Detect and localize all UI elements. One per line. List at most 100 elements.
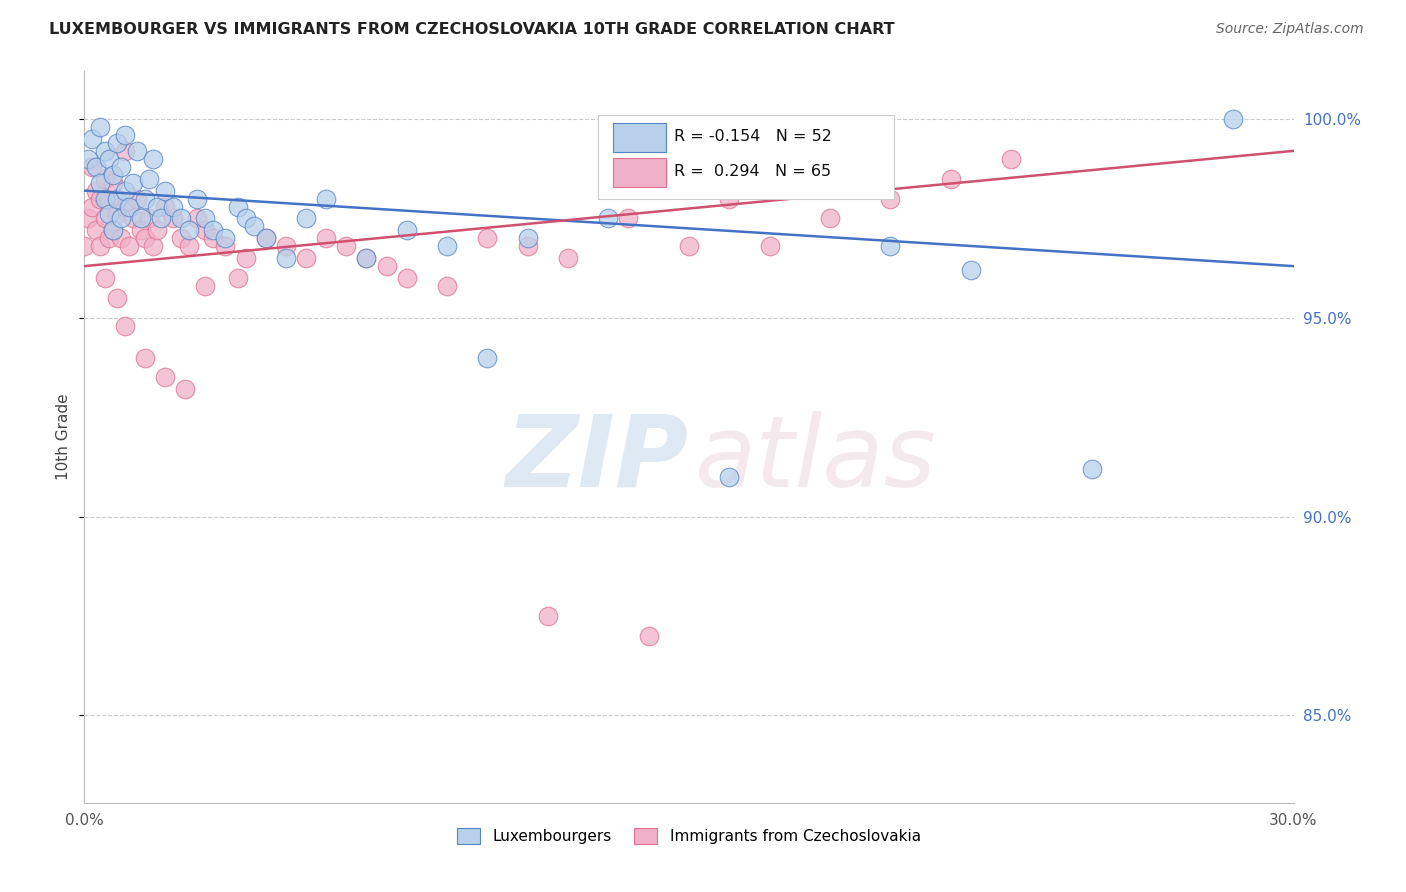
Point [114,144,136,158]
Point [138,211,160,226]
Point [170,211,193,226]
Point [179,223,201,237]
Text: LUXEMBOURGER VS IMMIGRANTS FROM CZECHOSLOVAKIA 10TH GRADE CORRELATION CHART: LUXEMBOURGER VS IMMIGRANTS FROM CZECHOSL… [49,22,894,37]
Point [82,132,104,146]
FancyBboxPatch shape [599,115,894,199]
Point [153,370,176,384]
Point [101,168,124,182]
Point [149,211,172,226]
Point [375,259,398,273]
Point [97,207,120,221]
Point [295,251,318,265]
Point [315,231,337,245]
Point [86,223,108,237]
Point [82,200,104,214]
Point [118,239,141,253]
Point [186,192,208,206]
Point [121,176,143,190]
Point [356,251,378,265]
Point [146,200,169,214]
Point [114,318,136,333]
Text: R =  0.294   N = 65: R = 0.294 N = 65 [675,164,831,179]
Point [194,211,217,226]
Point [202,223,225,237]
Point [214,231,236,245]
Point [162,200,184,214]
Point [1222,112,1244,126]
Point [395,223,418,237]
Point [818,211,841,226]
FancyBboxPatch shape [613,159,666,187]
Point [146,223,169,237]
Point [295,211,318,226]
Point [82,160,104,174]
Text: R = -0.154   N = 52: R = -0.154 N = 52 [675,129,832,144]
Point [114,200,136,214]
Point [214,239,236,253]
Point [226,271,249,285]
Point [114,184,136,198]
Point [86,184,108,198]
Point [125,192,148,206]
Point [194,279,217,293]
Point [105,136,128,150]
Point [86,160,108,174]
Point [235,211,257,226]
Point [356,251,378,265]
Point [436,279,458,293]
Point [242,219,264,234]
Y-axis label: 10th Grade: 10th Grade [56,393,72,481]
Point [89,239,111,253]
Point [134,231,156,245]
Text: ZIP: ZIP [506,410,689,508]
Point [477,351,499,365]
Point [315,192,337,206]
Point [101,223,124,237]
Point [274,251,297,265]
Point [226,200,249,214]
Point [93,271,115,285]
Point [395,271,418,285]
Point [110,231,132,245]
Point [254,231,277,245]
Point [142,152,165,166]
Point [134,192,156,206]
Point [718,470,741,484]
Point [138,171,160,186]
Point [129,223,152,237]
Point [477,231,499,245]
Point [121,211,143,226]
Point [274,239,297,253]
Legend: Luxembourgers, Immigrants from Czechoslovakia: Luxembourgers, Immigrants from Czechoslo… [451,822,927,850]
Point [73,239,96,253]
Text: Source: ZipAtlas.com: Source: ZipAtlas.com [1216,22,1364,37]
Point [1000,152,1022,166]
Point [93,192,115,206]
Point [101,176,124,190]
Point [101,223,124,237]
Point [1081,462,1104,476]
FancyBboxPatch shape [613,123,666,152]
Point [939,171,962,186]
Point [335,239,357,253]
Point [110,211,132,226]
Point [93,144,115,158]
Point [960,263,983,277]
Point [153,200,176,214]
Point [129,211,152,226]
Point [105,192,128,206]
Point [153,184,176,198]
Point [170,231,193,245]
Point [758,239,780,253]
Point [118,200,141,214]
Point [97,192,120,206]
Point [105,207,128,221]
Point [77,211,100,226]
Point [93,171,115,186]
Point [134,351,156,365]
Point [557,251,579,265]
Point [617,211,640,226]
Point [89,120,111,134]
Point [114,128,136,142]
Point [105,291,128,305]
